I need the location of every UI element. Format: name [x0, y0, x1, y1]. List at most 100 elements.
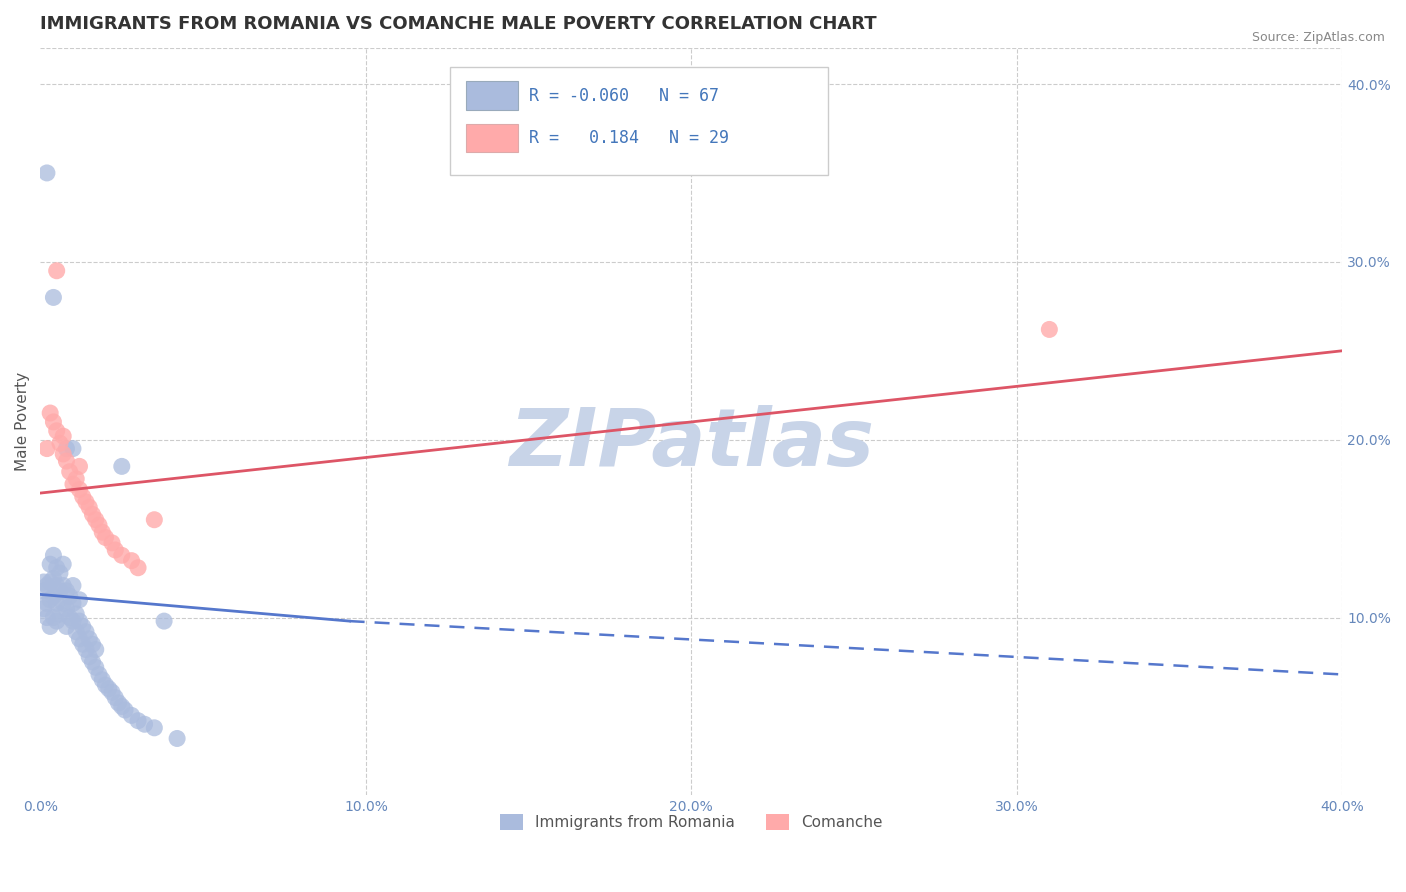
Point [59, 589, 82, 603]
Point [65, 472, 87, 486]
Point [45, 424, 67, 438]
Point [45, 560, 67, 574]
Point [77, 500, 100, 515]
Point [127, 560, 149, 574]
Point [52, 578, 75, 592]
Point [69, 592, 91, 607]
Point [49, 607, 72, 621]
Point [87, 667, 110, 681]
Point [62, 578, 84, 592]
Point [45, 578, 67, 592]
Bar [467, 124, 519, 153]
Point [166, 731, 188, 746]
Point [55, 454, 77, 468]
Point [69, 614, 91, 628]
Point [84, 513, 107, 527]
Point [143, 721, 166, 735]
Point [42, 610, 65, 624]
Text: R = -0.060   N = 67: R = -0.060 N = 67 [529, 87, 718, 104]
Point [39, 558, 62, 572]
Point [65, 624, 87, 639]
Point [35, 442, 58, 456]
Point [35, 578, 58, 592]
Point [82, 508, 104, 522]
Point [134, 717, 156, 731]
Point [101, 685, 124, 699]
Point [42, 290, 65, 304]
Point [55, 619, 77, 633]
Point [111, 459, 134, 474]
Point [42, 549, 65, 563]
Point [107, 696, 129, 710]
Point [77, 649, 100, 664]
Point [72, 490, 94, 504]
Point [52, 429, 75, 443]
Point [104, 690, 127, 705]
Text: ZIPatlas: ZIPatlas [509, 405, 875, 483]
Point [49, 566, 72, 580]
Point [55, 583, 77, 598]
Point [32, 574, 55, 589]
Point [84, 660, 107, 674]
Point [62, 596, 84, 610]
Point [91, 673, 114, 687]
Point [59, 610, 82, 624]
Text: R =   0.184   N = 29: R = 0.184 N = 29 [529, 129, 728, 147]
FancyBboxPatch shape [450, 67, 828, 176]
Point [49, 583, 72, 598]
Point [45, 596, 67, 610]
Point [94, 531, 117, 545]
Point [39, 574, 62, 589]
Legend: Immigrants from Romania, Comanche: Immigrants from Romania, Comanche [494, 808, 889, 837]
Point [42, 415, 65, 429]
Point [143, 513, 166, 527]
Point [62, 614, 84, 628]
Point [111, 549, 134, 563]
Point [32, 601, 55, 615]
Point [39, 406, 62, 420]
Point [35, 596, 58, 610]
Point [87, 518, 110, 533]
Point [39, 619, 62, 633]
Point [62, 442, 84, 456]
Point [69, 459, 91, 474]
Point [1038, 322, 1060, 336]
Text: Source: ZipAtlas.com: Source: ZipAtlas.com [1251, 31, 1385, 45]
Point [49, 436, 72, 450]
Point [75, 495, 97, 509]
Point [84, 642, 107, 657]
Point [153, 614, 176, 628]
Point [94, 678, 117, 692]
Point [101, 536, 124, 550]
Point [72, 619, 94, 633]
Point [97, 681, 120, 696]
Point [42, 571, 65, 585]
Point [82, 655, 104, 669]
Point [39, 592, 62, 607]
Point [75, 642, 97, 657]
Point [91, 525, 114, 540]
Point [127, 714, 149, 728]
Point [75, 624, 97, 639]
Point [32, 583, 55, 598]
Point [82, 637, 104, 651]
Point [121, 554, 143, 568]
Point [62, 477, 84, 491]
Point [55, 442, 77, 456]
Point [111, 699, 134, 714]
Point [65, 607, 87, 621]
Y-axis label: Male Poverty: Male Poverty [15, 372, 30, 472]
Point [121, 708, 143, 723]
Bar [467, 81, 519, 110]
Point [104, 543, 127, 558]
Text: IMMIGRANTS FROM ROMANIA VS COMANCHE MALE POVERTY CORRELATION CHART: IMMIGRANTS FROM ROMANIA VS COMANCHE MALE… [41, 15, 877, 33]
Point [35, 610, 58, 624]
Point [52, 596, 75, 610]
Point [69, 483, 91, 497]
Point [52, 447, 75, 461]
Point [55, 601, 77, 615]
Point [114, 703, 136, 717]
Point [77, 632, 100, 646]
Point [45, 264, 67, 278]
Point [72, 637, 94, 651]
